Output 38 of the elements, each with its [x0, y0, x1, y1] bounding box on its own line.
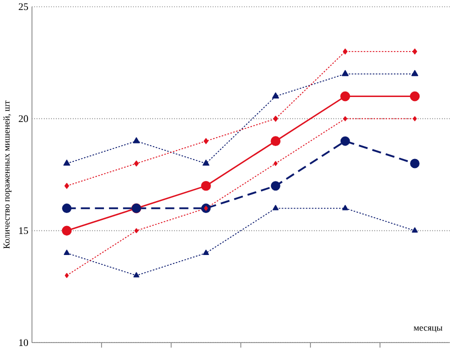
- point: [132, 137, 140, 144]
- point: [270, 181, 280, 191]
- point: [412, 48, 418, 55]
- y-axis-title: Количество пораженных мишеней, шт: [3, 100, 12, 249]
- y-tick-label: 15: [19, 228, 28, 234]
- point: [204, 138, 208, 144]
- y-tick-label: 20: [18, 116, 28, 122]
- point: [342, 205, 348, 210]
- point: [63, 160, 70, 166]
- point: [340, 92, 350, 102]
- point: [62, 204, 72, 214]
- x-axis-title: месяцы: [414, 326, 442, 333]
- point: [64, 183, 70, 190]
- point: [343, 116, 348, 122]
- point: [272, 92, 280, 99]
- point: [134, 228, 138, 234]
- point: [134, 160, 139, 167]
- point: [273, 116, 278, 122]
- point: [133, 272, 140, 278]
- point: [410, 158, 420, 168]
- y-tick-label: 25: [18, 4, 28, 10]
- point: [340, 136, 350, 146]
- point: [342, 48, 348, 55]
- point: [274, 161, 278, 166]
- point: [201, 181, 211, 192]
- point: [342, 70, 349, 76]
- point: [62, 226, 72, 236]
- point: [270, 136, 281, 146]
- point: [64, 250, 70, 256]
- point: [412, 116, 417, 122]
- point: [412, 228, 418, 233]
- point: [411, 70, 418, 76]
- point: [64, 273, 69, 278]
- point: [410, 92, 420, 102]
- point: [203, 250, 209, 256]
- point: [202, 160, 210, 166]
- y-tick-label: 10: [19, 339, 28, 346]
- point: [272, 205, 279, 210]
